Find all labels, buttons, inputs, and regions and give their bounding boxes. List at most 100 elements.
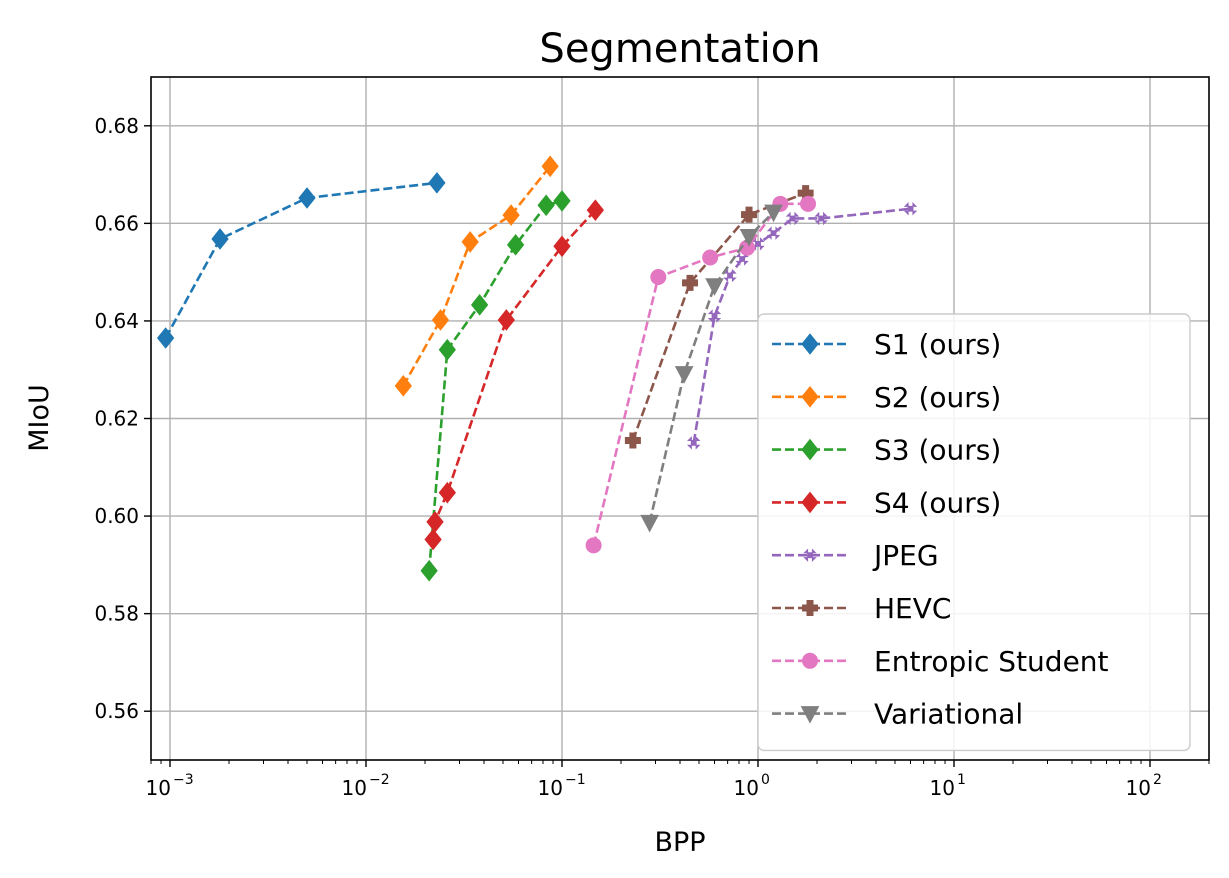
data-point-s3-ours: [553, 190, 571, 212]
data-point-jpeg: [766, 226, 781, 240]
legend-marker-variational: [800, 706, 820, 724]
legend-marker-jpeg: [803, 548, 817, 562]
x-tick-label: 10 0: [734, 772, 770, 800]
data-point-jpeg: [785, 211, 800, 226]
data-point-s3-ours: [438, 338, 456, 361]
x-tick-label-exponent: 1: [957, 772, 966, 788]
y-axis-label: MIoU: [24, 384, 55, 452]
series-line-s4-ours: [431, 209, 597, 540]
data-point-variational: [705, 278, 724, 296]
data-point-hevc: [741, 206, 758, 223]
y-tick-label: 0.66: [94, 211, 139, 235]
data-point-variational: [674, 366, 694, 384]
legend-label: HEVC: [874, 592, 951, 625]
legend-item-s4-ours: S4 (ours): [772, 486, 1001, 519]
x-tick-label-exponent: −2: [369, 772, 390, 788]
x-tick-label-base: 10: [1126, 776, 1151, 800]
legend-label: S2 (ours): [874, 381, 1001, 414]
x-tick-label-base: 10: [734, 776, 759, 800]
y-tick-label: 0.56: [94, 699, 139, 723]
data-point-entropic-student: [702, 249, 719, 266]
data-point-s3-ours: [506, 234, 525, 256]
legend-marker-s4-ours: [801, 491, 819, 514]
legend-item-s3-ours: S3 (ours): [772, 434, 1001, 467]
data-point-s3-ours: [537, 194, 555, 217]
legend-item-jpeg: JPEG: [772, 539, 939, 572]
data-point-s2-ours: [502, 204, 520, 226]
legend-marker-s2-ours: [801, 385, 819, 408]
data-point-s1-ours: [211, 228, 229, 250]
legend-label: Entropic Student: [874, 645, 1109, 678]
series-line-variational: [648, 211, 775, 523]
data-point-variational: [640, 514, 659, 533]
data-point-jpeg: [903, 201, 918, 216]
legend-marker-hevc: [802, 600, 818, 616]
legend-marker-s3-ours: [801, 438, 819, 461]
data-point-jpeg: [707, 309, 722, 323]
legend: S1 (ours) S2 (ours) S3 (ours) S4 (ours) JPEG…: [757, 313, 1191, 752]
series-s3-ours: [420, 190, 571, 582]
legend-label: Variational: [874, 698, 1023, 731]
x-tick-label-base: 10: [342, 776, 367, 800]
legend-label: S1 (ours): [874, 328, 1001, 361]
data-point-s4-ours: [586, 199, 605, 221]
series-variational: [640, 204, 783, 533]
data-point-s4-ours: [438, 481, 456, 504]
x-tick-label-exponent: −3: [173, 772, 194, 788]
data-point-entropic-student: [650, 269, 667, 286]
series-layer: [156, 155, 918, 582]
legend-item-entropic-student: Entropic Student: [772, 645, 1109, 678]
x-tick-label-base: 10: [146, 776, 171, 800]
data-point-s1-ours: [156, 327, 175, 349]
data-point-variational: [764, 204, 783, 223]
x-tick-label-exponent: 2: [1153, 772, 1162, 788]
y-tick-label: 0.62: [94, 407, 139, 431]
series-s1-ours: [156, 172, 446, 349]
y-tick-label: 0.64: [94, 309, 139, 333]
legend-box: [757, 313, 1191, 752]
data-point-s4-ours: [497, 309, 515, 331]
data-point-s2-ours: [431, 309, 450, 331]
data-point-s3-ours: [420, 559, 438, 582]
y-tick-label: 0.60: [94, 504, 139, 528]
x-tick-label: 10 1: [930, 772, 966, 800]
data-point-s4-ours: [426, 511, 444, 533]
x-tick-label: 10 −1: [538, 772, 586, 800]
x-tick-label: 10 −2: [342, 772, 390, 800]
legend-marker-entropic-student: [802, 652, 818, 669]
y-tick-label: 0.58: [94, 602, 139, 626]
data-point-hevc: [682, 274, 699, 291]
x-tick-label-exponent: −1: [565, 772, 586, 788]
data-point-s1-ours: [298, 187, 316, 209]
data-point-jpeg: [723, 268, 737, 283]
legend-marker-s1-ours: [801, 333, 819, 355]
legend-label: S4 (ours): [874, 486, 1001, 519]
x-tick-label-base: 10: [538, 776, 563, 800]
series-s2-ours: [394, 155, 559, 397]
legend-item-s1-ours: S1 (ours): [772, 328, 1001, 361]
series-line-s1-ours: [164, 181, 438, 339]
data-point-hevc: [624, 432, 641, 449]
legend-label: S3 (ours): [874, 434, 1001, 467]
legend-label: JPEG: [872, 539, 939, 572]
legend-item-hevc: HEVC: [772, 592, 951, 625]
data-point-s4-ours: [424, 528, 442, 551]
series-s4-ours: [424, 199, 605, 551]
legend-item-s2-ours: S2 (ours): [772, 381, 1001, 414]
data-point-s2-ours: [461, 231, 479, 253]
x-tick-label: 10 2: [1126, 772, 1162, 800]
series-line-s3-ours: [427, 199, 563, 571]
data-point-jpeg: [687, 436, 701, 450]
x-tick-label-exponent: 0: [761, 772, 770, 788]
legend-item-variational: Variational: [772, 698, 1023, 731]
series-line-s2-ours: [402, 165, 552, 387]
data-point-s1-ours: [428, 172, 446, 194]
x-axis-label: BPP: [654, 827, 705, 858]
data-point-s4-ours: [553, 235, 571, 258]
data-point-variational: [739, 229, 759, 247]
data-point-entropic-student: [585, 537, 602, 554]
data-point-s3-ours: [470, 294, 489, 316]
data-point-s2-ours: [394, 375, 412, 397]
